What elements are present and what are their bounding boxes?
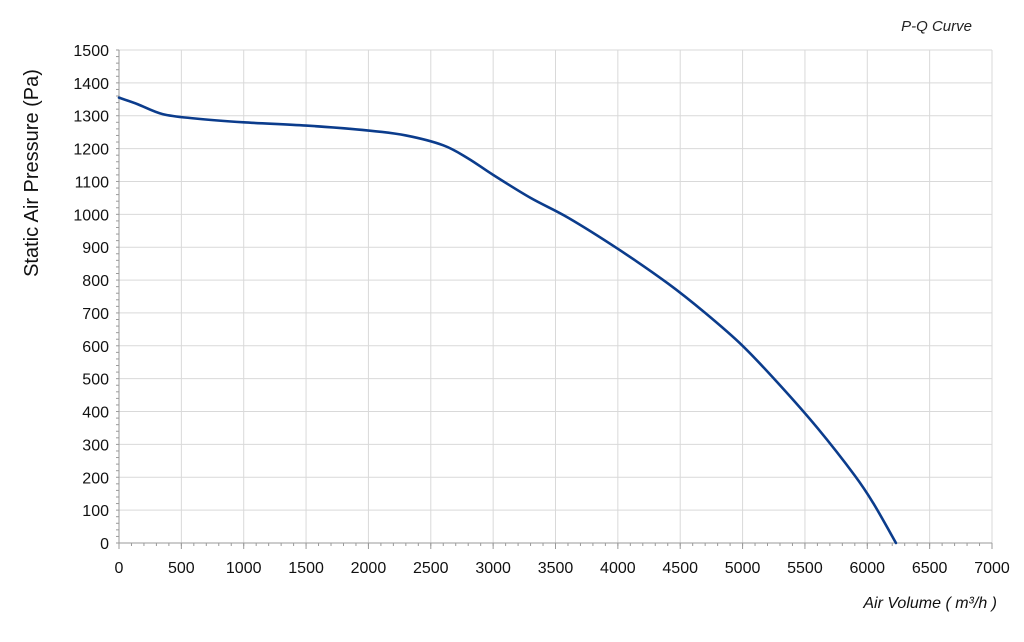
y-tick-label: 700 [82,306,109,323]
y-tick-label: 600 [82,339,109,356]
x-tick-label: 2500 [413,560,449,577]
x-axis-title: Air Volume ( m³/h ) [862,595,997,612]
pq-curve-line [117,96,898,545]
x-tick-label: 500 [168,560,195,577]
y-tick-label: 400 [82,405,109,422]
x-tick-label: 7000 [974,560,1010,577]
axes [116,49,993,549]
y-tick-label: 500 [82,372,109,389]
y-tick-label: 100 [82,503,109,520]
x-tick-label: 6000 [849,560,885,577]
x-tick-label: 6500 [912,560,948,577]
y-axis-title: Static Air Pressure (Pa) [21,69,43,277]
x-tick-label: 5000 [725,560,761,577]
y-tick-label: 1100 [75,174,110,191]
y-tick-label: 1400 [73,76,109,93]
x-tick-label: 0 [115,560,124,577]
x-tick-label: 5500 [787,560,823,577]
x-tick-label: 3000 [475,560,511,577]
y-tick-label: 0 [100,536,109,553]
chart-title: P-Q Curve [901,18,972,35]
y-tick-labels: 0 100 200 300 400 500 600 700 800 900 1000 1100 1200… [73,43,109,553]
y-tick-label: 1500 [73,43,109,60]
y-tick-label: 300 [82,437,109,454]
y-tick-label: 1000 [73,207,109,224]
x-tick-label: 2000 [351,560,387,577]
x-tick-label: 4000 [600,560,636,577]
y-tick-label: 900 [82,240,109,257]
x-tick-label: 1500 [288,560,324,577]
y-tick-label: 800 [82,273,109,290]
y-tick-label: 1200 [73,142,109,159]
grid [119,49,993,543]
series [117,96,898,545]
y-tick-label: 1300 [73,109,109,126]
y-tick-label: 200 [82,470,109,487]
x-tick-labels: 0 500 1000 1500 2000 2500 3000 3500 4000 4500 5000… [115,560,1010,577]
x-tick-label: 4500 [662,560,698,577]
x-tick-label: 1000 [226,560,262,577]
x-tick-label: 3500 [538,560,574,577]
